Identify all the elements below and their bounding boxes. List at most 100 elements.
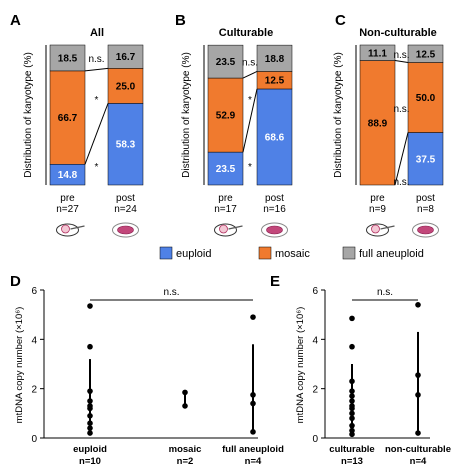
data-point [87, 413, 93, 419]
x-category-label: post [416, 193, 435, 204]
embryo-pipette-icon [214, 223, 243, 237]
outgrowth-shape [117, 225, 134, 235]
bar-value-label: 25.0 [116, 81, 136, 92]
panel-a: A All Distribution of karyotype (%) 14.8 66.… [10, 12, 144, 215]
x-category-label: euploid [73, 444, 107, 455]
bar-value-label: 16.7 [116, 52, 136, 63]
legend-label: mosaic [275, 248, 310, 260]
x-category-label: post [116, 193, 135, 204]
significance-annotation: * [248, 95, 252, 106]
data-point [349, 410, 355, 417]
bar-value-label: 12.5 [265, 76, 285, 87]
x-count-label: n=4 [245, 456, 262, 467]
data-point [415, 302, 421, 308]
data-point [87, 388, 93, 394]
x-category-label: culturable [329, 444, 374, 455]
y-axis-label: Distribution of karyotype (%) [333, 52, 344, 178]
bar-value-label: 11.1 [368, 48, 387, 59]
pipette-shape [380, 225, 395, 230]
x-category-label: pre [370, 193, 385, 204]
y-axis-label: Distribution of karyotype (%) [23, 52, 34, 178]
embryo-shape [371, 224, 380, 234]
culture-dish-icon [261, 222, 288, 238]
bar-value-label: 52.9 [216, 111, 236, 122]
panel-letter: B [175, 12, 186, 29]
x-category-label: pre [218, 193, 233, 204]
bracket-label: n.s. [377, 287, 393, 298]
bar-value-label: 66.7 [58, 113, 78, 124]
bar-segment-full-aneuploid [107, 44, 144, 69]
x-count-label: n=2 [177, 456, 194, 467]
data-point [349, 388, 355, 394]
significance-annotation: * [248, 162, 252, 173]
significance-annotation: n.s. [393, 177, 409, 188]
data-point [87, 398, 93, 404]
y-tick-label: 4 [312, 335, 318, 346]
data-point [349, 315, 355, 322]
panel-letter: C [335, 12, 346, 29]
x-category-label: post [265, 193, 284, 204]
data-point [349, 415, 355, 422]
y-tick-label: 0 [31, 434, 37, 445]
panels: A All Distribution of karyotype (%) 14.8 66.… [10, 12, 451, 467]
y-tick-label: 6 [312, 286, 318, 297]
bar-value-label: 18.8 [265, 54, 285, 65]
x-count-label: n=10 [79, 456, 101, 467]
connector-line [84, 103, 109, 165]
bar-value-label: 23.5 [216, 164, 236, 175]
y-axis-label: mtDNA copy number (×10⁶) [295, 307, 306, 424]
data-point [87, 430, 93, 436]
bar-segment-mosaic [49, 70, 86, 165]
x-count-label: n=8 [417, 204, 434, 215]
data-point [87, 405, 93, 412]
outgrowth-shape [417, 225, 434, 235]
significance-annotation: * [95, 95, 99, 106]
data-point [349, 431, 355, 438]
bar-segment-euploid [256, 88, 293, 186]
panel-letter: A [10, 12, 21, 29]
significance-annotation: n.s. [393, 104, 409, 115]
connector-line [242, 88, 258, 153]
bar-value-label: 88.9 [368, 118, 388, 129]
x-category-label: full aneuploid [222, 444, 284, 455]
panel-letter: E [270, 273, 280, 290]
bar-value-label: 23.5 [216, 57, 236, 68]
bar-value-label: 14.8 [58, 170, 78, 181]
panel-letter: D [10, 273, 21, 290]
connector-line [394, 132, 409, 186]
data-point [182, 403, 188, 409]
data-point [415, 392, 421, 398]
data-point [87, 343, 93, 350]
connector-line [84, 67, 109, 72]
outgrowth-shape [266, 225, 283, 235]
legend-label: full aneuploid [359, 248, 424, 260]
data-point [87, 303, 93, 309]
y-tick-label: 2 [31, 385, 37, 396]
legend-swatch-full-aneuploid [342, 246, 356, 260]
panel-c: C Non-culturable Distribution of karyotype… [333, 12, 444, 215]
panel-title: All [90, 27, 104, 39]
x-category-label: non-culturable [385, 444, 451, 455]
bar-segment-mosaic [407, 62, 444, 133]
bar-value-label: 37.5 [416, 154, 436, 165]
x-count-label: n=13 [341, 456, 363, 467]
x-count-label: n=9 [369, 204, 386, 215]
embryo-shape [219, 224, 228, 234]
data-point [349, 398, 355, 404]
legend-label: euploid [176, 248, 211, 260]
bar-segment-euploid [207, 151, 244, 186]
significance-annotation: n.s. [88, 54, 104, 65]
data-point [415, 372, 421, 378]
embryo-shape [61, 224, 70, 234]
bar-segment-full-aneuploid [207, 44, 244, 79]
data-point [349, 422, 355, 429]
data-point [415, 430, 421, 436]
bar-value-label: 50.0 [416, 93, 436, 104]
x-count-label: n=24 [114, 204, 137, 215]
bar-segment-full-aneuploid [407, 44, 444, 63]
panel-title: Non-culturable [359, 27, 437, 39]
x-category-label: pre [60, 193, 75, 204]
